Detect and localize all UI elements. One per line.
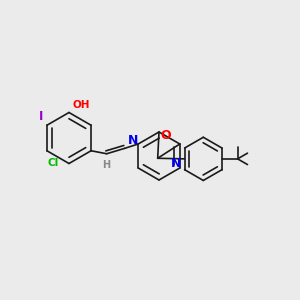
- Text: H: H: [102, 160, 110, 170]
- Text: I: I: [39, 110, 43, 123]
- Text: N: N: [128, 134, 138, 147]
- Text: Cl: Cl: [47, 158, 58, 168]
- Text: N: N: [171, 157, 181, 169]
- Text: OH: OH: [73, 100, 90, 110]
- Text: O: O: [160, 128, 171, 142]
